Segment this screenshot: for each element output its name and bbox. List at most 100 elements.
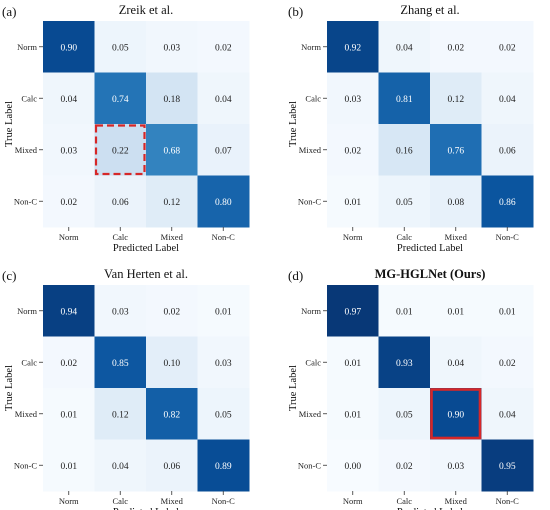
x-tick-label: Non-C: [496, 496, 519, 506]
panel-label: (b): [288, 4, 303, 19]
heatmap-cell: [481, 336, 534, 389]
panel-title: MG-HGLNet (Ours): [375, 267, 486, 281]
heatmap-cell: [146, 439, 198, 492]
cell-value-label: 0.01: [344, 198, 361, 208]
cell-value-label: 0.92: [344, 43, 361, 53]
x-axis-label: Predicted Label: [113, 243, 179, 254]
cell-value-label: 0.06: [163, 462, 180, 472]
cell-value-label: 0.05: [396, 198, 413, 208]
x-tick-label: Norm: [343, 232, 363, 242]
cell-value-label: 0.02: [447, 43, 464, 53]
heatmap-cell: [197, 439, 250, 492]
y-tick-label: Calc: [21, 357, 37, 367]
cell-value-label: 0.02: [60, 359, 77, 369]
y-tick-label: Calc: [305, 357, 321, 367]
cell-value-label: 0.12: [163, 198, 180, 208]
heatmap-cell: [378, 336, 431, 389]
x-tick-label: Mixed: [161, 232, 184, 242]
y-tick-label: Mixed: [15, 145, 38, 155]
cell-value-label: 0.81: [396, 95, 413, 105]
x-tick-label: Non-C: [496, 232, 519, 242]
cell-value-label: 0.00: [344, 462, 361, 472]
heatmap-cell: [94, 21, 147, 73]
heatmap-cell: [197, 21, 250, 73]
cell-value-label: 0.03: [112, 307, 129, 317]
heatmap-cell: [430, 124, 482, 176]
heatmap-cell: [146, 124, 198, 176]
heatmap-cell: [378, 439, 431, 492]
cell-value-label: 0.04: [447, 359, 464, 369]
heatmap-cell: [327, 439, 379, 492]
heatmap-cell: [378, 124, 431, 176]
heatmap-cell: [430, 21, 482, 73]
cell-value-label: 0.10: [163, 359, 180, 369]
cell-value-label: 0.01: [60, 462, 77, 472]
heatmap-cell: [197, 175, 250, 228]
cell-value-label: 0.05: [396, 410, 413, 420]
panel-label: (c): [2, 268, 16, 283]
x-tick-label: Norm: [59, 232, 79, 242]
y-tick-label: Calc: [21, 93, 37, 103]
cell-value-label: 0.02: [215, 43, 232, 53]
heatmap-cell: [378, 285, 431, 337]
cell-value-label: 0.06: [499, 146, 516, 156]
heatmap-cell: [327, 72, 379, 125]
heatmap-cell: [43, 285, 95, 337]
heatmap-cell: [146, 285, 198, 337]
cell-value-label: 0.95: [499, 462, 516, 472]
y-tick-label: Non-C: [14, 460, 37, 470]
y-axis-label: True Label: [4, 365, 15, 411]
heatmap-panel-4: (d) MG-HGLNet (Ours) 0.97 0.01 0.01 0.01 0.01 0…: [288, 267, 534, 510]
y-tick-label: Norm: [17, 306, 37, 316]
heatmap-panel-2: (b) Zhang et al. 0.92 0.04 0.02 0.02 0.03 0.81 0…: [288, 3, 534, 254]
heatmap-panel-1: (a) Zreik et al. 0.90 0.05 0.03 0.02 0.04 0.74 0…: [2, 3, 250, 254]
x-tick-label: Norm: [343, 496, 363, 506]
panel-title: Van Herten et al.: [104, 267, 188, 281]
cell-value-label: 0.90: [447, 410, 464, 420]
y-tick-label: Norm: [301, 42, 321, 52]
heatmap-cell: [43, 336, 95, 389]
heatmap-panel-3: (c) Van Herten et al. 0.94 0.03 0.02 0.01 0.02…: [2, 267, 250, 510]
x-axis-label: Predicted Label: [397, 243, 463, 254]
cell-value-label: 0.02: [499, 43, 516, 53]
heatmap-cell: [43, 21, 95, 73]
cell-value-label: 0.97: [344, 307, 361, 317]
cell-value-label: 0.04: [60, 95, 77, 105]
heatmap-cell: [197, 336, 250, 389]
heatmap-cell: [146, 336, 198, 389]
heatmap-cell: [146, 72, 198, 125]
heatmap-cell: [481, 439, 534, 492]
panel-label: (a): [2, 4, 16, 19]
cell-value-label: 0.74: [112, 95, 129, 105]
y-tick-label: Norm: [301, 306, 321, 316]
cell-value-label: 0.12: [447, 95, 464, 105]
cell-value-label: 0.18: [163, 95, 180, 105]
heatmap-cell: [378, 21, 431, 73]
heatmap-cell: [481, 124, 534, 176]
x-axis-label: Predicted Label: [397, 507, 463, 510]
x-tick-label: Calc: [112, 232, 128, 242]
y-tick-label: Non-C: [298, 196, 321, 206]
cell-value-label: 0.05: [215, 410, 232, 420]
y-tick-label: Norm: [17, 42, 37, 52]
cell-value-label: 0.01: [60, 410, 77, 420]
heatmap-cell: [327, 336, 379, 389]
panel-title: Zreik et al.: [119, 3, 174, 17]
cell-value-label: 0.03: [447, 462, 464, 472]
heatmap-cell: [94, 336, 147, 389]
cell-value-label: 0.06: [112, 198, 129, 208]
heatmap-cell: [327, 388, 379, 440]
y-tick-label: Mixed: [15, 409, 38, 419]
heatmap-cell: [43, 175, 95, 228]
heatmap-cell: [43, 439, 95, 492]
heatmap-cell: [94, 285, 147, 337]
cell-value-label: 0.93: [396, 359, 413, 369]
cell-value-label: 0.82: [163, 410, 180, 420]
heatmap-cell: [430, 388, 482, 440]
y-tick-label: Mixed: [299, 409, 322, 419]
heatmap-cell: [197, 124, 250, 176]
cell-value-label: 0.04: [215, 95, 232, 105]
panel-title: Zhang et al.: [400, 3, 459, 17]
heatmap-cell: [481, 21, 534, 73]
heatmap-cell: [327, 21, 379, 73]
